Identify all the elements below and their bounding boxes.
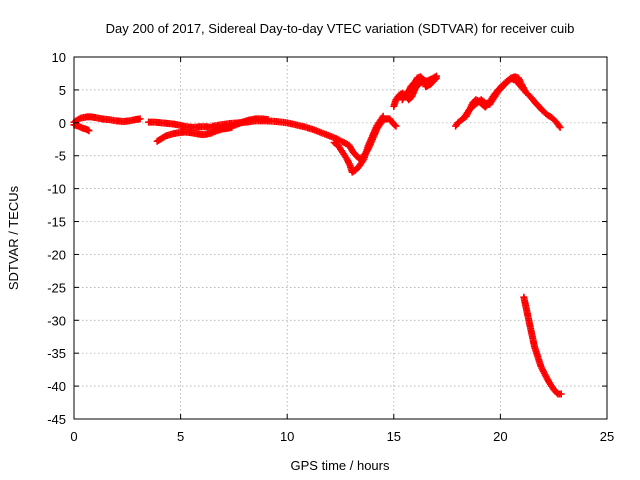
x-tick-label: 20	[493, 429, 507, 444]
data-point	[391, 121, 399, 129]
data-series	[70, 113, 144, 126]
x-tick-label: 15	[387, 429, 401, 444]
data-series	[460, 75, 528, 122]
data-series	[398, 73, 440, 104]
x-tick-label: 25	[600, 429, 614, 444]
y-tick-label: -40	[47, 379, 66, 394]
data-point	[556, 123, 564, 131]
y-tick-label: 0	[59, 116, 66, 131]
chart-title: Day 200 of 2017, Sidereal Day-to-day VTE…	[106, 21, 575, 36]
data-series	[70, 121, 93, 135]
y-tick-label: -45	[47, 412, 66, 427]
data-series	[520, 293, 565, 398]
data-point	[557, 390, 565, 398]
data-series	[330, 112, 387, 176]
x-tick-labels: 0 5 10 15 20 25	[70, 429, 614, 444]
y-axis-label: SDTVAR / TECUs	[6, 185, 21, 290]
x-tick-label: 10	[280, 429, 294, 444]
data-point	[379, 112, 387, 120]
y-tick-label: -15	[47, 215, 66, 230]
data-point	[85, 127, 93, 135]
y-tick-label: -10	[47, 182, 66, 197]
x-tick-label: 0	[70, 429, 77, 444]
y-tick-label: 5	[59, 83, 66, 98]
x-tick-label: 5	[177, 429, 184, 444]
plot-frame	[73, 56, 608, 420]
data-point	[519, 85, 527, 93]
data-point	[555, 122, 563, 130]
data-points	[70, 72, 565, 398]
y-tick-label: -35	[47, 346, 66, 361]
y-tick-label: -5	[54, 149, 66, 164]
data-point	[431, 75, 439, 83]
data-point	[432, 74, 440, 82]
y-tick-labels: 10 5 0 -5 -10 -15 -20 -25 -30 -35 -40 -45	[47, 50, 66, 427]
x-axis-label: GPS time / hours	[291, 458, 390, 473]
grid-lines	[74, 57, 607, 419]
data-point	[136, 115, 144, 123]
data-point	[392, 122, 400, 130]
y-tick-label: -20	[47, 247, 66, 262]
y-tick-label: -25	[47, 280, 66, 295]
data-point	[520, 86, 528, 94]
y-tick-label: 10	[52, 50, 66, 65]
y-tick-label: -30	[47, 313, 66, 328]
axis-ticks	[73, 56, 608, 420]
